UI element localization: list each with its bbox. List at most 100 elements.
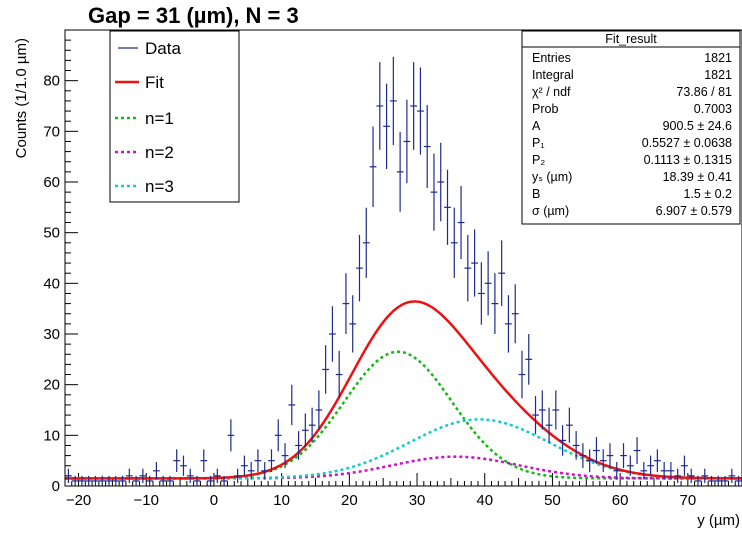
data-point	[207, 475, 214, 486]
data-point	[464, 234, 472, 302]
data-point	[254, 449, 262, 472]
x-tick-label: 40	[476, 492, 493, 509]
data-point	[92, 475, 99, 486]
data-point	[640, 462, 648, 480]
data-point	[383, 83, 390, 169]
x-tick-label: −20	[66, 492, 91, 509]
legend-n2-label: n=2	[145, 143, 174, 162]
data-point	[173, 449, 181, 472]
data-point	[728, 468, 736, 484]
x-tick-label: 0	[210, 492, 218, 509]
data-point	[85, 475, 93, 486]
data-point	[261, 462, 269, 480]
data-point	[65, 468, 72, 484]
data-point	[274, 419, 282, 452]
data-point	[701, 468, 709, 484]
data-point	[444, 169, 451, 245]
data-point	[335, 350, 343, 399]
data-point	[471, 229, 478, 297]
n1-component-curve	[65, 350, 742, 480]
stats-row-value: 73.86 / 81	[676, 85, 732, 99]
data-point	[599, 449, 607, 472]
data-point	[572, 431, 580, 460]
legend-entry-fit: Fit	[115, 73, 164, 92]
data-point	[146, 475, 154, 486]
stats-row-value: 0.1113 ± 0.1315	[644, 153, 732, 167]
data-point	[349, 295, 357, 353]
legend-entry-n1: n=1	[115, 109, 174, 128]
stats-rows: Entries 1821 Integral 1821 χ² / ndf 73.86 / 8…	[532, 51, 732, 218]
data-point	[694, 475, 702, 486]
stats-row-value: 18.39 ± 0.41	[663, 170, 732, 184]
stats-box-frame	[521, 30, 741, 225]
data-point	[613, 462, 621, 480]
data-point	[166, 475, 174, 486]
data-point	[714, 475, 722, 486]
legend-entry-n3: n=3	[115, 177, 174, 196]
data-point	[220, 475, 228, 486]
x-tick-label: −10	[134, 492, 159, 509]
data-point	[620, 443, 627, 469]
data-point	[193, 475, 201, 486]
data-point	[593, 437, 600, 464]
y-tick-label: 20	[43, 377, 60, 394]
data-point	[457, 185, 465, 260]
data-points-group	[65, 56, 742, 486]
stats-row-label: Entries	[532, 51, 571, 65]
stats-row-value: 0.5527 ± 0.0638	[642, 136, 732, 150]
stats-row-label: χ² / ndf	[532, 85, 571, 99]
data-point	[119, 475, 126, 486]
y-tick-label: 40	[43, 275, 60, 292]
data-point	[477, 262, 485, 325]
stats-row-label: Prob	[532, 102, 558, 116]
x-tick-label: 50	[544, 492, 561, 509]
data-point	[552, 390, 560, 430]
stats-row-label: P₂	[532, 153, 545, 167]
data-point	[660, 462, 668, 480]
data-point	[586, 449, 594, 472]
data-point	[647, 455, 654, 476]
data-point	[125, 468, 133, 484]
stats-row-label: Integral	[532, 68, 574, 82]
data-point	[389, 56, 397, 146]
data-point	[288, 384, 296, 426]
data-point	[315, 390, 323, 430]
data-point	[735, 475, 742, 486]
data-point	[213, 468, 221, 484]
data-point	[281, 443, 289, 469]
data-point	[342, 273, 350, 334]
data-point	[241, 455, 248, 476]
data-point	[450, 207, 458, 278]
data-point	[491, 273, 499, 334]
y-tick-label: 70	[43, 123, 60, 140]
data-point	[626, 455, 634, 476]
data-point	[559, 425, 566, 456]
data-point	[633, 437, 641, 464]
data-point	[653, 449, 661, 472]
data-point	[295, 431, 302, 460]
data-point	[511, 284, 519, 344]
data-point	[322, 345, 330, 394]
data-point	[410, 62, 418, 150]
x-tick-label: 70	[679, 492, 696, 509]
stats-row-label: yₛ (µm)	[532, 170, 572, 184]
legend-n1-label: n=1	[145, 109, 174, 128]
data-point	[105, 475, 113, 486]
data-point	[423, 105, 431, 189]
data-point	[484, 251, 492, 316]
data-point	[180, 455, 187, 476]
data-point	[579, 443, 587, 469]
data-point	[681, 455, 688, 476]
data-point	[308, 407, 316, 443]
stats-row-value: 1.5 ± 0.2	[683, 187, 732, 201]
y-tick-label: 0	[52, 478, 60, 495]
data-point	[356, 234, 363, 302]
legend-entry-data: Data	[118, 39, 181, 58]
data-point	[139, 468, 147, 484]
chart-title: Gap = 31 (µm), N = 3	[88, 3, 299, 28]
data-point	[538, 390, 546, 430]
legend-entry-n2: n=2	[115, 143, 174, 162]
data-point	[369, 126, 377, 208]
data-point	[329, 306, 336, 362]
